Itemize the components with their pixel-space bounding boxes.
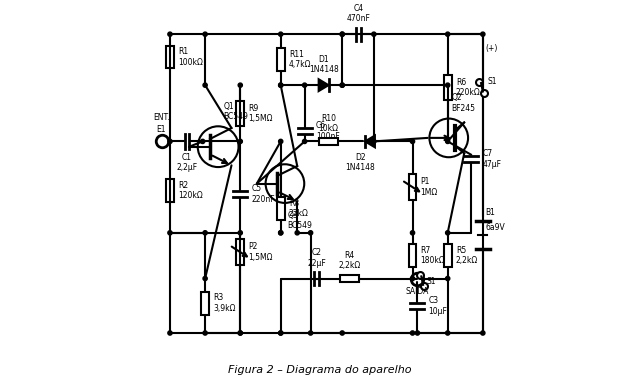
Circle shape bbox=[303, 83, 307, 87]
Circle shape bbox=[445, 83, 450, 87]
Circle shape bbox=[340, 32, 344, 36]
Text: C3
10µF: C3 10µF bbox=[429, 296, 447, 316]
Circle shape bbox=[308, 231, 313, 235]
Circle shape bbox=[278, 231, 283, 235]
Text: R8
22kΩ: R8 22kΩ bbox=[289, 198, 308, 218]
Circle shape bbox=[410, 331, 415, 335]
Bar bbox=[409, 175, 417, 200]
Text: R1
100kΩ: R1 100kΩ bbox=[178, 47, 203, 67]
Text: SAÍDA: SAÍDA bbox=[406, 287, 429, 296]
Circle shape bbox=[340, 32, 344, 36]
Bar bbox=[409, 244, 417, 267]
Circle shape bbox=[168, 32, 172, 36]
Circle shape bbox=[203, 276, 207, 280]
Text: R5
2,2kΩ: R5 2,2kΩ bbox=[456, 246, 478, 265]
Circle shape bbox=[168, 331, 172, 335]
Circle shape bbox=[200, 139, 205, 144]
Text: C6
100nF: C6 100nF bbox=[316, 121, 340, 141]
Circle shape bbox=[415, 331, 420, 335]
Bar bbox=[340, 275, 359, 282]
Circle shape bbox=[238, 331, 243, 335]
Bar bbox=[236, 101, 244, 125]
Circle shape bbox=[445, 32, 450, 36]
Text: R10
10kΩ: R10 10kΩ bbox=[319, 114, 339, 133]
Text: D1
1N4148: D1 1N4148 bbox=[308, 54, 339, 74]
Circle shape bbox=[340, 331, 344, 335]
Text: S1: S1 bbox=[427, 277, 436, 286]
Text: Figura 2 – Diagrama do aparelho: Figura 2 – Diagrama do aparelho bbox=[228, 365, 412, 375]
Circle shape bbox=[445, 331, 450, 335]
Circle shape bbox=[410, 276, 415, 280]
Circle shape bbox=[481, 32, 485, 36]
Circle shape bbox=[203, 83, 207, 87]
Circle shape bbox=[445, 139, 450, 144]
Text: C2
22µF: C2 22µF bbox=[307, 248, 326, 268]
Circle shape bbox=[340, 83, 344, 87]
Circle shape bbox=[203, 231, 207, 235]
Text: B1: B1 bbox=[486, 208, 495, 217]
Bar bbox=[201, 292, 209, 314]
Circle shape bbox=[278, 32, 283, 36]
Text: C1
2,2µF: C1 2,2µF bbox=[176, 153, 197, 172]
Text: Q3
BC549: Q3 BC549 bbox=[288, 211, 312, 231]
Text: R11
4,7kΩ: R11 4,7kΩ bbox=[289, 50, 311, 70]
Text: Q1
BC549: Q1 BC549 bbox=[223, 102, 248, 121]
Text: D2
1N4148: D2 1N4148 bbox=[345, 153, 375, 172]
Circle shape bbox=[278, 231, 283, 235]
Circle shape bbox=[303, 139, 307, 144]
Bar bbox=[166, 179, 174, 202]
Text: R9
1,5MΩ: R9 1,5MΩ bbox=[248, 104, 273, 123]
Bar bbox=[236, 240, 244, 265]
Circle shape bbox=[203, 331, 207, 335]
Bar bbox=[166, 46, 174, 68]
Text: C4
470nF: C4 470nF bbox=[347, 4, 371, 23]
Circle shape bbox=[340, 83, 344, 87]
Bar bbox=[319, 138, 338, 145]
Circle shape bbox=[278, 331, 283, 335]
Circle shape bbox=[168, 139, 172, 144]
Polygon shape bbox=[365, 135, 375, 147]
Circle shape bbox=[238, 331, 243, 335]
Text: Q2
BF245: Q2 BF245 bbox=[452, 93, 476, 113]
Circle shape bbox=[203, 32, 207, 36]
Circle shape bbox=[410, 139, 415, 144]
Text: (+): (+) bbox=[486, 44, 498, 53]
Circle shape bbox=[278, 331, 283, 335]
Circle shape bbox=[445, 276, 450, 280]
Circle shape bbox=[295, 231, 300, 235]
Bar bbox=[444, 76, 452, 100]
Bar bbox=[444, 244, 452, 267]
Circle shape bbox=[238, 83, 243, 87]
Text: P2
1,5MΩ: P2 1,5MΩ bbox=[248, 242, 273, 262]
Circle shape bbox=[278, 83, 283, 87]
Text: R3
3,9kΩ: R3 3,9kΩ bbox=[213, 293, 236, 313]
Circle shape bbox=[308, 331, 313, 335]
Text: S1: S1 bbox=[487, 77, 497, 86]
Circle shape bbox=[481, 331, 485, 335]
Text: E1: E1 bbox=[156, 125, 166, 135]
Text: 6a9V: 6a9V bbox=[486, 223, 506, 232]
Circle shape bbox=[238, 139, 243, 144]
Text: C5
220nF: C5 220nF bbox=[252, 184, 275, 204]
Circle shape bbox=[410, 231, 415, 235]
Bar bbox=[277, 48, 285, 71]
Text: R7
180kΩ: R7 180kΩ bbox=[420, 246, 445, 265]
Polygon shape bbox=[319, 79, 328, 91]
Bar bbox=[277, 197, 285, 220]
Text: ENT.: ENT. bbox=[153, 113, 170, 122]
Circle shape bbox=[278, 139, 283, 144]
Circle shape bbox=[238, 231, 243, 235]
Text: R4
2,2kΩ: R4 2,2kΩ bbox=[338, 251, 360, 270]
Circle shape bbox=[372, 139, 376, 144]
Text: P1
1MΩ: P1 1MΩ bbox=[420, 177, 438, 197]
Text: R6
220kΩ: R6 220kΩ bbox=[456, 78, 481, 98]
Circle shape bbox=[445, 231, 450, 235]
Text: C7
47µF: C7 47µF bbox=[483, 149, 502, 169]
Circle shape bbox=[278, 83, 283, 87]
Text: R2
120kΩ: R2 120kΩ bbox=[178, 181, 203, 200]
Circle shape bbox=[372, 32, 376, 36]
Circle shape bbox=[168, 231, 172, 235]
